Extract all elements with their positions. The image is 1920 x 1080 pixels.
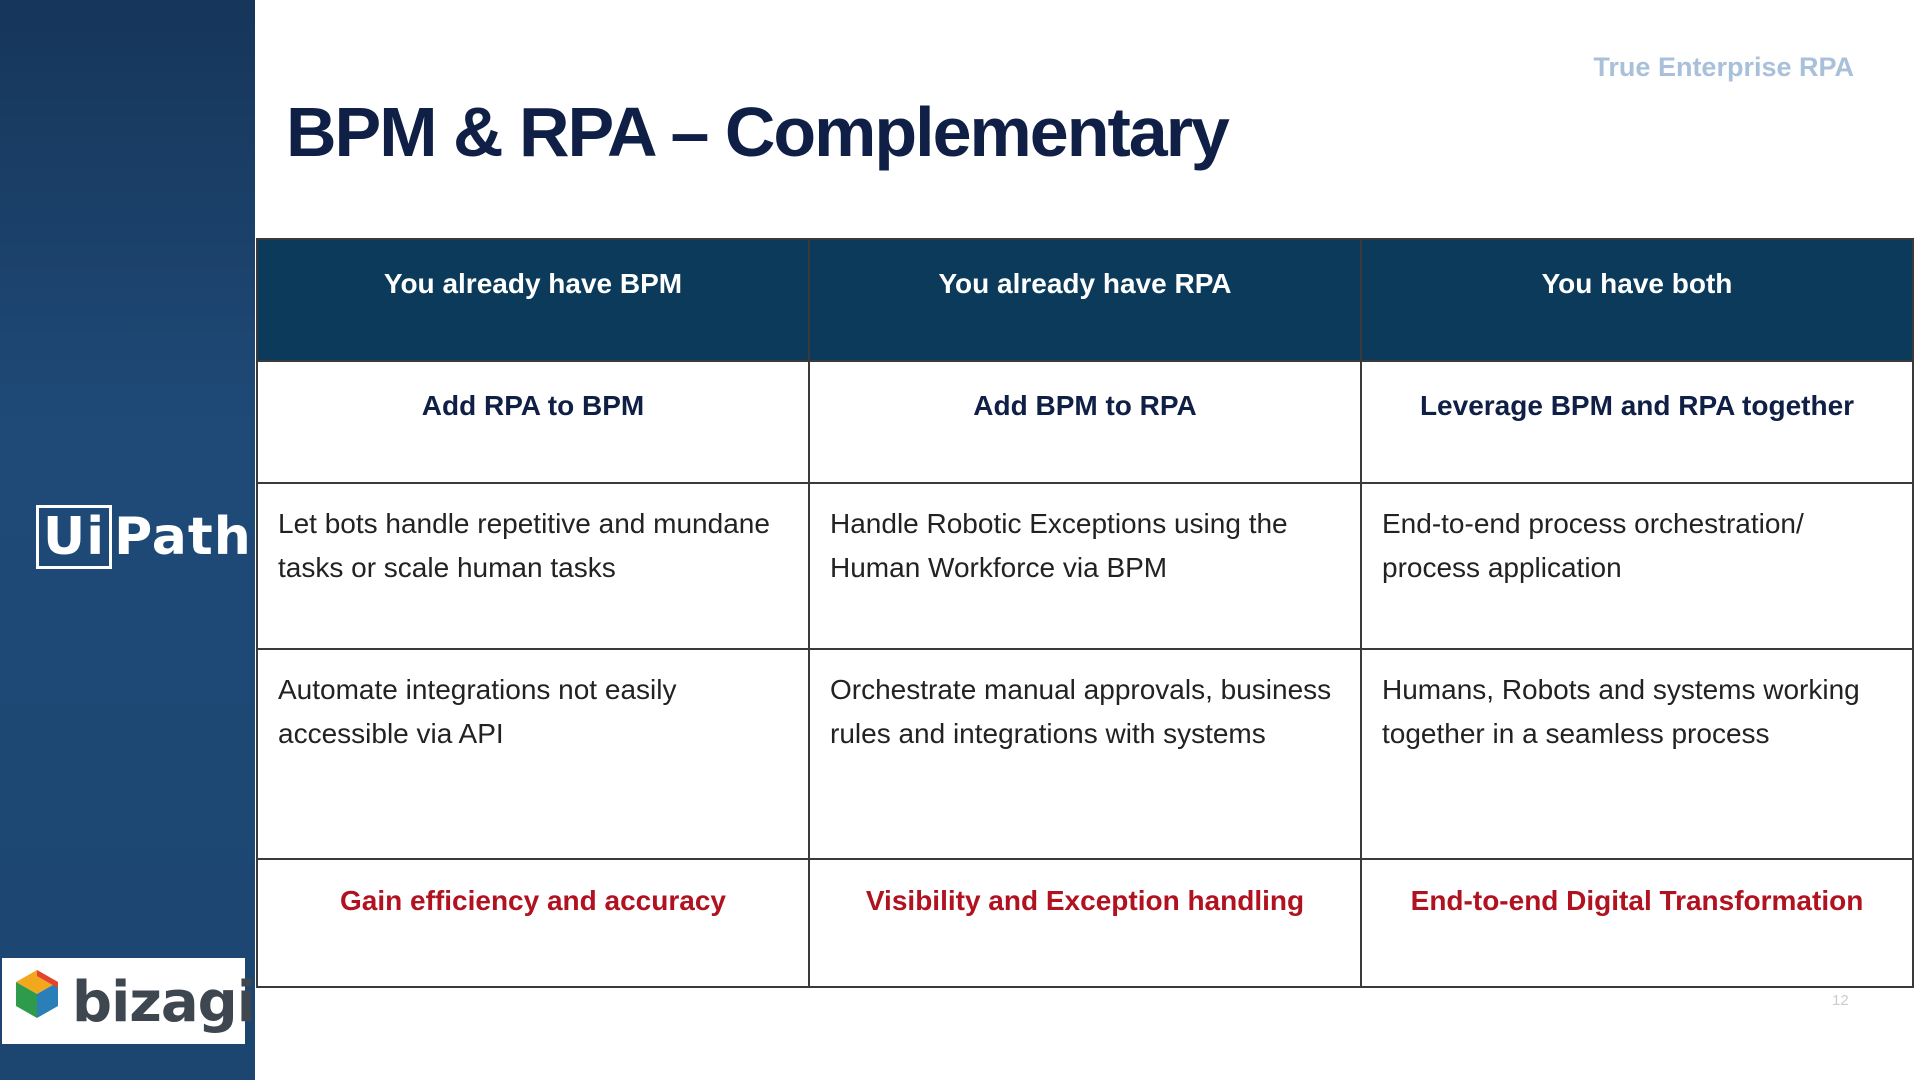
outcome-cell: Visibility and Exception handling — [808, 858, 1362, 988]
uipath-logo-path: Path — [114, 507, 252, 567]
sidebar: Ui Path bizagi — [0, 0, 256, 1080]
slide-title: BPM & RPA – Complementary — [286, 93, 1230, 171]
bizagi-cube-icon — [16, 970, 58, 1018]
table-subheader-row: Add RPA to BPM Add BPM to RPA Leverage B… — [256, 360, 1914, 484]
bizagi-wordmark: bizagi — [72, 970, 256, 1035]
outcome-cell: End-to-end Digital Transformation — [1360, 858, 1914, 988]
table-cell: Automate integrations not easily accessi… — [256, 648, 810, 860]
table-cell: Handle Robotic Exceptions using the Huma… — [808, 482, 1362, 650]
subheader-cell: Leverage BPM and RPA together — [1360, 360, 1914, 484]
page-number: 12 — [1832, 992, 1849, 1009]
table-row: Automate integrations not easily accessi… — [256, 648, 1914, 860]
header-cell: You have both — [1360, 238, 1914, 362]
table-outcome-row: Gain efficiency and accuracy Visibility … — [256, 858, 1914, 988]
table-cell: Humans, Robots and systems working toget… — [1360, 648, 1914, 860]
table-row: Let bots handle repetitive and mundane t… — [256, 482, 1914, 650]
uipath-logo-ui: Ui — [36, 505, 113, 569]
table-cell: Orchestrate manual approvals, business r… — [808, 648, 1362, 860]
subheader-cell: Add BPM to RPA — [808, 360, 1362, 484]
outcome-cell: Gain efficiency and accuracy — [256, 858, 810, 988]
header-cell: You already have RPA — [808, 238, 1362, 362]
uipath-logo: Ui Path — [36, 505, 252, 569]
subheader-cell: Add RPA to BPM — [256, 360, 810, 484]
bizagi-logo: bizagi — [2, 958, 256, 1044]
table-header-row: You already have BPM You already have RP… — [256, 238, 1914, 362]
table-cell: Let bots handle repetitive and mundane t… — [256, 482, 810, 650]
table-cell: End-to-end process orchestration/ proces… — [1360, 482, 1914, 650]
brand-tagline: True Enterprise RPA — [1593, 52, 1854, 82]
comparison-table: You already have BPM You already have RP… — [256, 238, 1914, 988]
header-cell: You already have BPM — [256, 238, 810, 362]
